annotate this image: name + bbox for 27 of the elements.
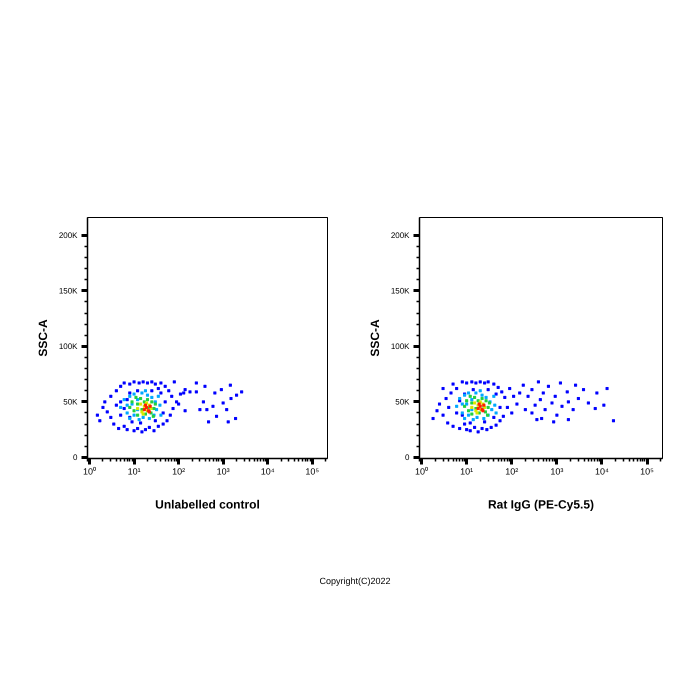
y-tick-label: 50K [395, 397, 410, 406]
y-axis-title: SSC-A [368, 319, 382, 357]
x-tick-label: 10⁴ [595, 466, 610, 476]
x-tick-label: 10² [505, 466, 518, 476]
x-tick-label: 10¹ [460, 466, 474, 476]
x-tick-label: 10⁰ [415, 466, 428, 476]
x-tick-label: 10⁴ [260, 466, 275, 476]
y-tick-label: 0 [405, 452, 410, 462]
y-tick-label: 200K [58, 230, 78, 240]
text: Copyright(C)2022 [319, 575, 391, 588]
y-tick-label: 0 [73, 452, 78, 462]
x-tick-label: 10³ [550, 466, 564, 476]
x-tick-label: 10³ [216, 466, 230, 476]
x-axis-title: Unlabelled control [155, 498, 260, 512]
y-axis-title: SSC-A [36, 319, 50, 357]
y-tick-label: 50K [63, 397, 78, 406]
y-tick-label: 100K [58, 342, 78, 351]
y-tick-label: 150K [58, 286, 78, 296]
y-tick-label: 150K [390, 286, 410, 296]
x-tick-label: 10⁰ [83, 466, 96, 476]
x-tick-label: 10⁵ [640, 466, 654, 476]
y-tick-label: 100K [390, 342, 410, 351]
x-tick-label: 10² [172, 466, 186, 476]
x-axis-title: Rat IgG (PE-Cy5.5) [488, 498, 594, 512]
y-tick-label: 200K [390, 230, 410, 240]
x-tick-label: 10⁵ [305, 466, 320, 476]
x-tick-label: 10¹ [128, 466, 141, 476]
